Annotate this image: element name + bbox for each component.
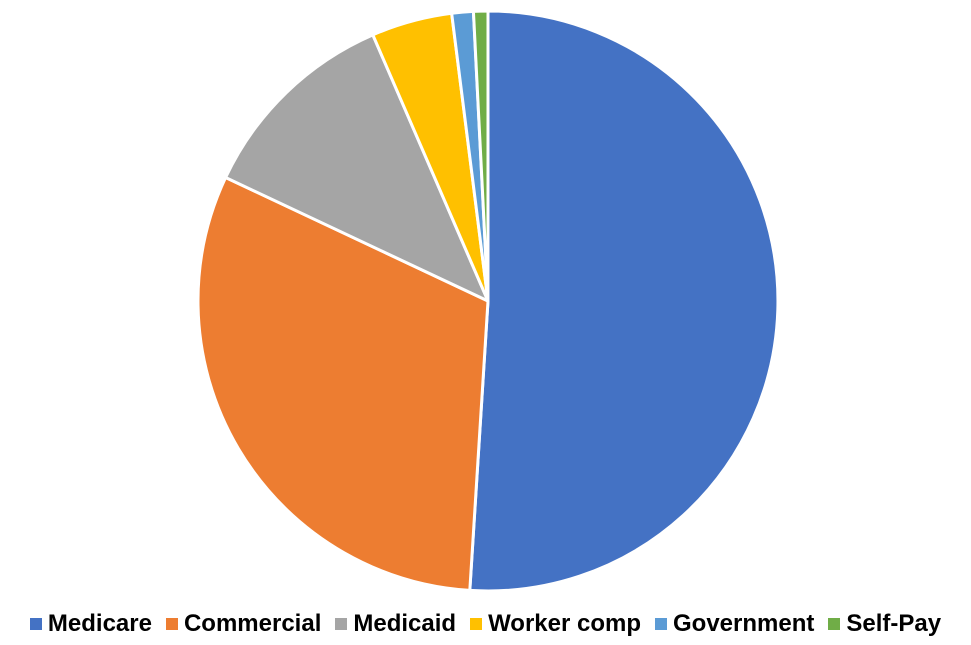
legend-swatch-government bbox=[655, 618, 667, 630]
legend-item-medicare: Medicare bbox=[29, 610, 152, 638]
legend-swatch-medicare bbox=[29, 618, 42, 630]
legend-item-government: Government bbox=[655, 610, 814, 638]
legend-item-medicaid: Medicaid bbox=[335, 610, 456, 638]
legend-label: Commercial bbox=[183, 610, 322, 637]
legend-item-self-pay: Self-Pay bbox=[828, 610, 941, 638]
legend-label: Government bbox=[673, 610, 815, 637]
pie-plot-area bbox=[196, 9, 780, 593]
pie-slice-medicare bbox=[468, 9, 780, 593]
legend-label: Medicaid bbox=[353, 610, 457, 637]
legend-swatch-medicaid bbox=[335, 618, 348, 630]
pie-slice-self-pay bbox=[471, 9, 490, 303]
legend-label: Worker comp bbox=[488, 610, 641, 637]
legend-swatch-commercial bbox=[165, 618, 178, 630]
legend-item-commercial: Commercial bbox=[165, 610, 322, 638]
legend: Medicare Commercial Medicaid Worker comp Gov… bbox=[0, 606, 971, 642]
legend-label: Medicare bbox=[47, 610, 152, 637]
pie-slice-medicaid bbox=[224, 33, 490, 303]
pie-slice-commercial bbox=[196, 176, 490, 592]
legend-label: Self-Pay bbox=[846, 610, 942, 637]
legend-swatch-worker-comp bbox=[470, 618, 483, 630]
legend-swatch-self-pay bbox=[828, 618, 841, 630]
legend-item-worker-comp: Worker comp bbox=[470, 610, 641, 638]
